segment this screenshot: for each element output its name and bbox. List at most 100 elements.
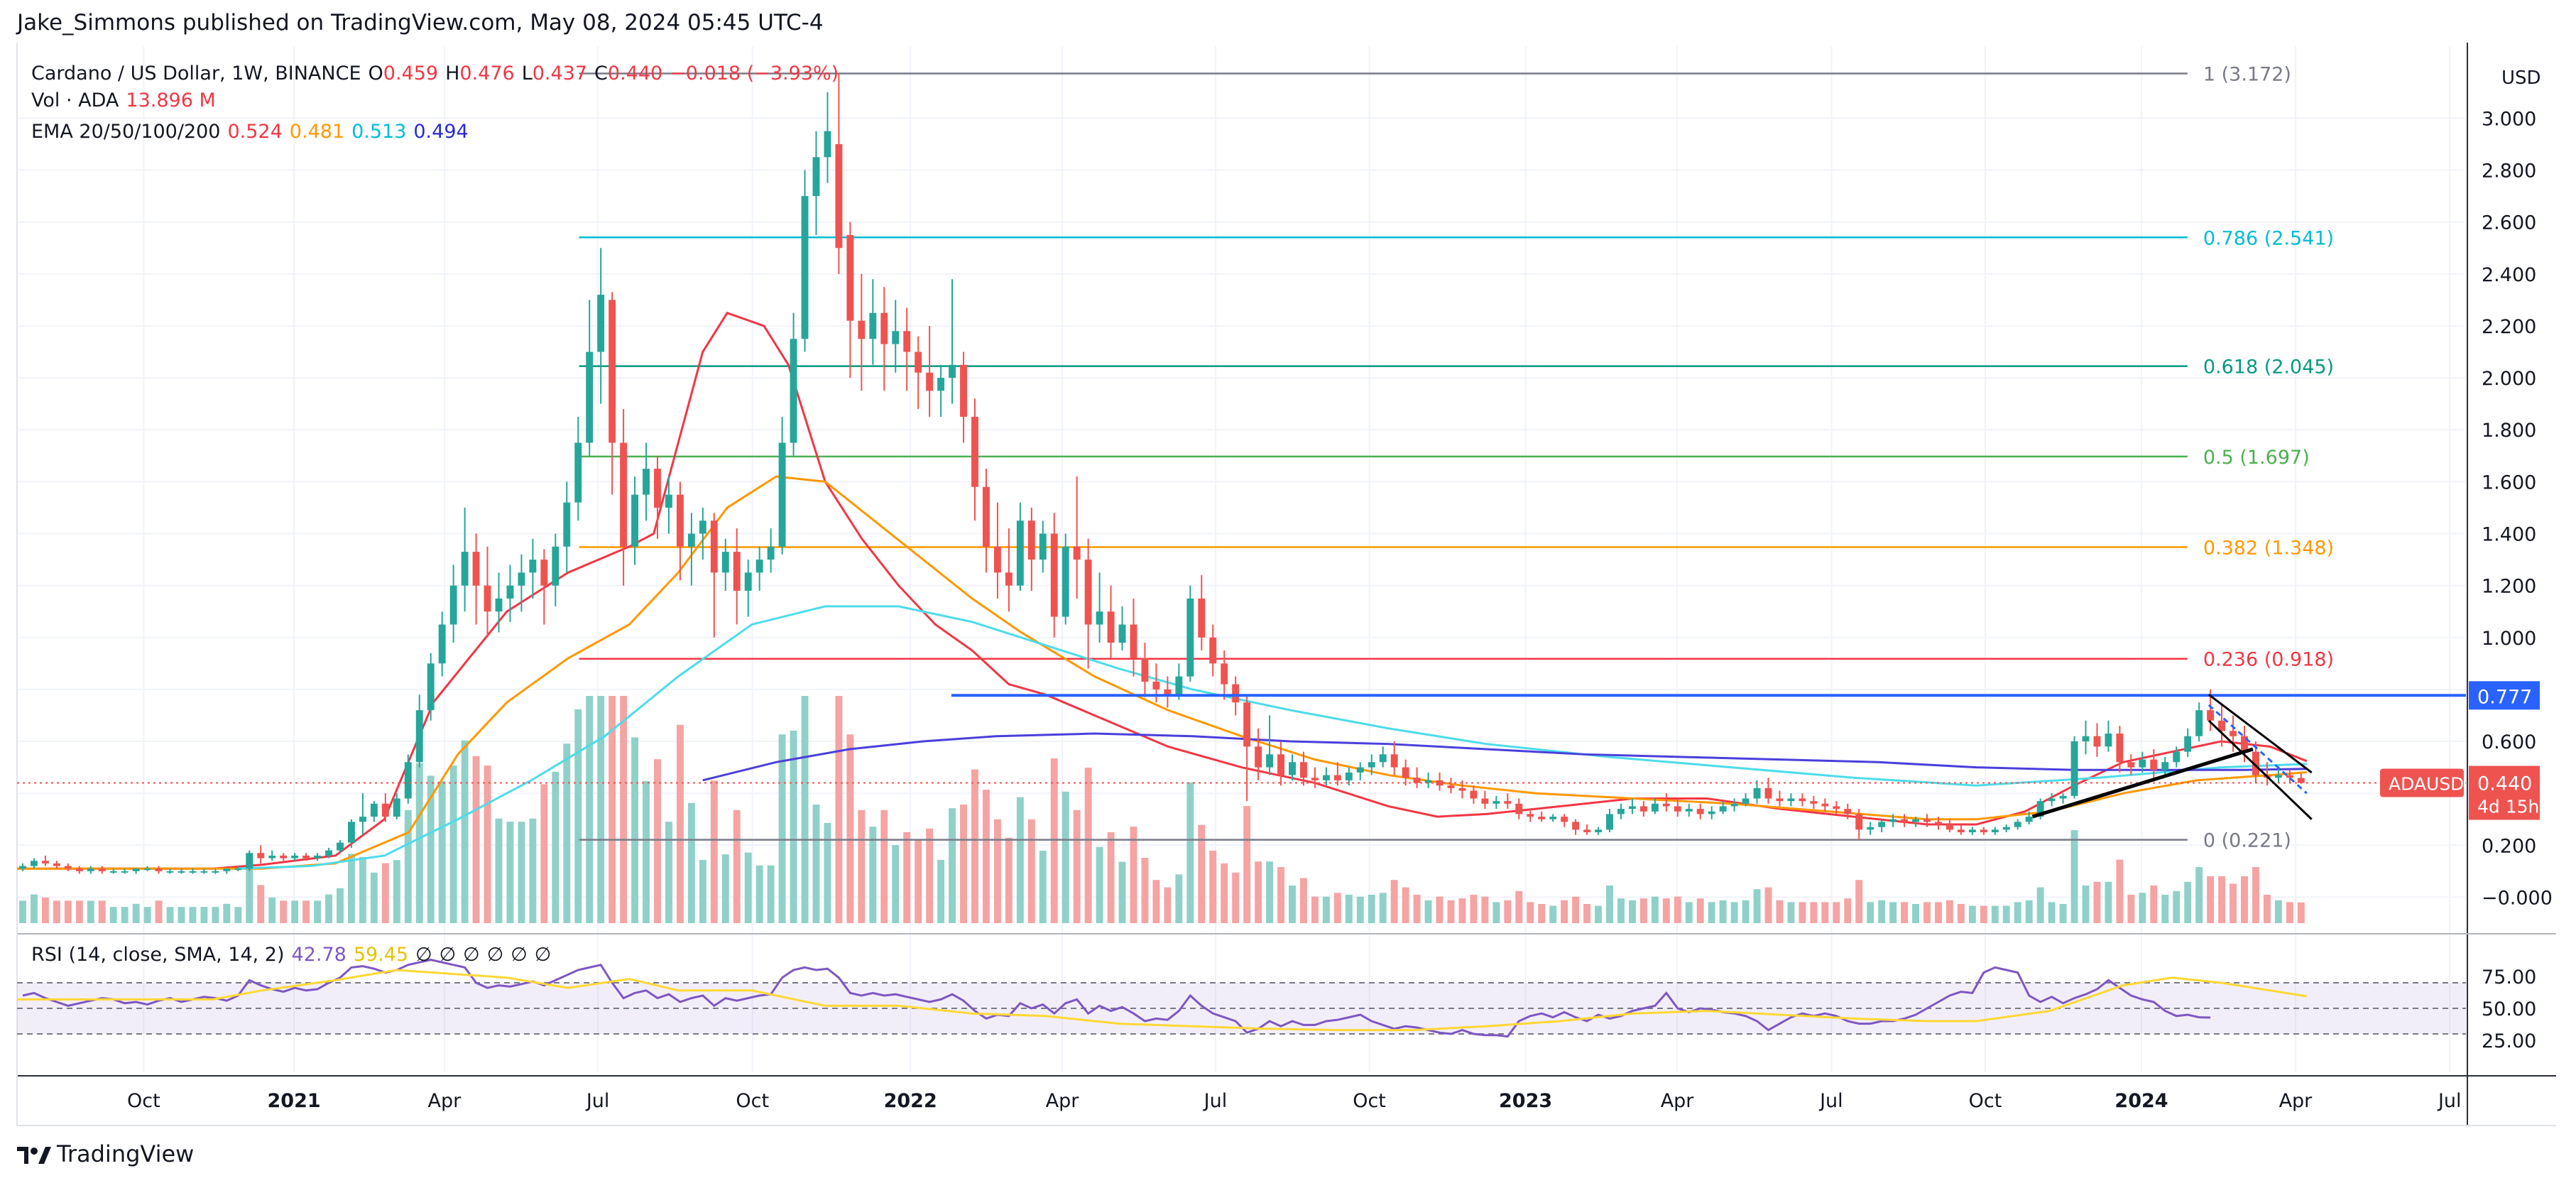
candle-down bbox=[608, 300, 616, 443]
channel-mid-trendline[interactable] bbox=[2207, 704, 2308, 795]
ticker-text: ADAUSD bbox=[2389, 774, 2464, 795]
price-tick-label: 1.000 bbox=[2482, 628, 2536, 650]
time-axis[interactable]: Oct 2021 Apr Jul Oct 2022 Apr Jul Oct 2023 Apr Jul O… bbox=[127, 1090, 2462, 1112]
candle-up bbox=[721, 552, 729, 573]
time-tick-label: Apr bbox=[2279, 1090, 2313, 1112]
volume-bar bbox=[1708, 902, 1715, 923]
candle-down bbox=[1481, 798, 1489, 804]
candle-up bbox=[1867, 827, 1874, 830]
candle-up bbox=[132, 868, 140, 871]
candle-down bbox=[472, 552, 480, 586]
level-price-tag[interactable] bbox=[2469, 681, 2540, 710]
volume-bar bbox=[2025, 900, 2033, 923]
candle-down bbox=[858, 320, 866, 339]
candle-down bbox=[53, 863, 60, 866]
time-tick-label: Oct bbox=[736, 1090, 769, 1112]
time-tick-label: Jul bbox=[1203, 1090, 1228, 1112]
currency-label[interactable]: USD bbox=[2501, 67, 2541, 89]
volume-bar bbox=[1232, 872, 1240, 923]
legend-symbol[interactable]: Cardano / US Dollar, 1W, BINANCE bbox=[31, 62, 361, 85]
volume-bar bbox=[30, 894, 38, 923]
candle-down bbox=[484, 585, 491, 612]
candle-down bbox=[915, 352, 922, 373]
volume-bar bbox=[325, 894, 332, 923]
candle-down bbox=[2093, 736, 2101, 747]
volume-bar bbox=[1696, 898, 1704, 923]
volume-bar bbox=[937, 860, 945, 923]
volume-bar bbox=[495, 818, 503, 923]
volume-bar bbox=[1266, 861, 1274, 923]
candle-down bbox=[2230, 731, 2237, 736]
candle-down bbox=[993, 546, 1001, 573]
candle-up bbox=[212, 871, 219, 873]
candle-down bbox=[1923, 819, 1931, 822]
candle-up bbox=[2105, 734, 2112, 747]
time-tick-label: Apr bbox=[1046, 1090, 1080, 1112]
volume-bar bbox=[291, 900, 299, 923]
volume-bar bbox=[2286, 902, 2293, 923]
volume-bar bbox=[858, 810, 866, 923]
ema20-value: 0.524 bbox=[227, 121, 283, 143]
volume-bar bbox=[1221, 863, 1228, 923]
ema50-line bbox=[17, 475, 2307, 870]
candle-up bbox=[2195, 710, 2203, 736]
candle-up bbox=[1368, 762, 1375, 768]
volume-bar bbox=[1572, 896, 1580, 923]
volume-bar bbox=[1277, 867, 1284, 923]
candle-down bbox=[1458, 788, 1466, 791]
volume-bar bbox=[2252, 867, 2259, 923]
volume-bar bbox=[1957, 904, 1965, 923]
volume-bar bbox=[1084, 768, 1092, 923]
candle-up bbox=[1175, 676, 1183, 695]
rsi-label[interactable]: RSI (14, close, SMA, 14, 2) bbox=[31, 944, 285, 966]
ema-label[interactable]: EMA 20/50/100/200 bbox=[31, 121, 221, 143]
channel-lower-trendline[interactable] bbox=[2207, 719, 2313, 820]
last-price-tag[interactable] bbox=[2469, 765, 2540, 820]
candle-down bbox=[257, 853, 265, 859]
fib-level-label: 0.786 (2.541) bbox=[2203, 227, 2334, 249]
time-tick-label: Apr bbox=[427, 1090, 462, 1112]
candle-up bbox=[563, 502, 571, 547]
volume-bar bbox=[41, 898, 49, 923]
candle-up bbox=[143, 868, 151, 871]
volume-bar bbox=[2263, 895, 2271, 923]
candle-down bbox=[971, 416, 978, 487]
candle-down bbox=[155, 868, 163, 871]
candle-down bbox=[1583, 829, 1591, 833]
time-tick-label: Oct bbox=[1969, 1090, 2002, 1112]
volume-bar bbox=[1107, 832, 1115, 923]
candle-down bbox=[983, 486, 990, 547]
legend-close: 0.440 bbox=[607, 62, 663, 85]
volume-bar bbox=[280, 900, 288, 923]
candle-up bbox=[393, 798, 400, 817]
volume-bar bbox=[1311, 896, 1319, 923]
candle-up bbox=[461, 552, 469, 586]
rsi-empty-5: ∅ bbox=[511, 944, 528, 966]
support-trendline[interactable] bbox=[2031, 747, 2254, 819]
fib-retracement[interactable]: 1 (3.172) 0.786 (2.541) 0.618 (2.045) 0.5 (… bbox=[579, 64, 2335, 852]
volume-bar bbox=[1821, 902, 1829, 923]
rsi-empty-1: ∅ bbox=[415, 944, 432, 966]
volume-bar bbox=[2048, 902, 2056, 923]
trendlines[interactable] bbox=[17, 694, 2466, 820]
legend-volume: Vol · ADA 13.896 M bbox=[31, 89, 223, 111]
volume-bar bbox=[212, 907, 219, 923]
volume-bar bbox=[143, 907, 151, 923]
candle-up bbox=[812, 157, 820, 197]
candle-up bbox=[2036, 801, 2044, 817]
candle-up bbox=[1889, 819, 1897, 822]
channel-upper-trendline[interactable] bbox=[2207, 694, 2313, 774]
volume-label[interactable]: Vol · ADA bbox=[31, 89, 119, 111]
price-tick-label: −0.000 bbox=[2482, 887, 2553, 909]
tradingview-brand[interactable]: TradingView bbox=[17, 1140, 194, 1167]
price-axis[interactable]: USD 3.000 2.800 2.600 2.400 2.200 2.000 1.800 1.… bbox=[2380, 67, 2553, 909]
candle-down bbox=[1855, 814, 1863, 830]
fib-level-label: 0 (0.221) bbox=[2203, 830, 2291, 852]
candle-up bbox=[2070, 741, 2078, 796]
volume-bar bbox=[1039, 851, 1047, 923]
candle-up bbox=[109, 871, 117, 873]
volume-bar bbox=[1685, 902, 1693, 923]
ticker-tag[interactable] bbox=[2380, 768, 2464, 797]
countdown-text: 4d 15h bbox=[2477, 797, 2539, 817]
